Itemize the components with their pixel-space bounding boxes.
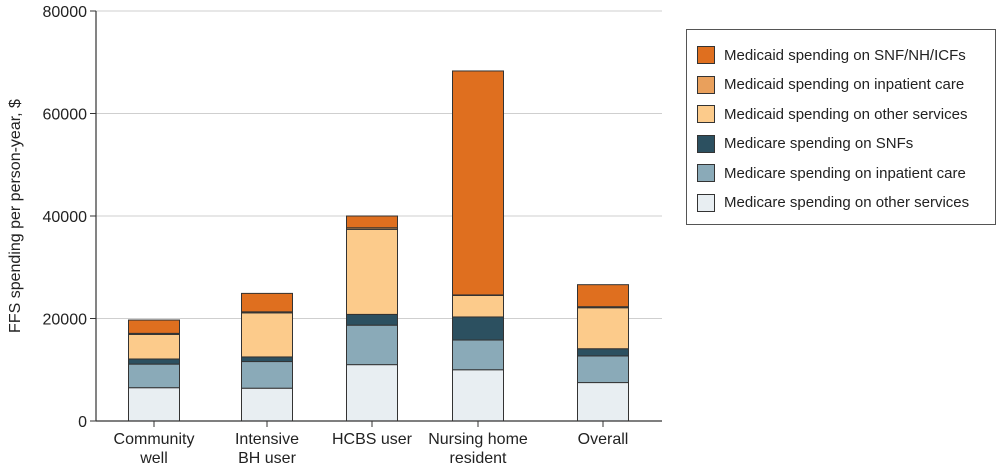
bar-segment [577, 307, 629, 350]
legend-swatch [697, 46, 715, 64]
legend-item: Medicare spending on inpatient care [697, 162, 966, 184]
tick-labels: 0 20000 40000 60000 80000 [43, 4, 88, 431]
category-label-line: HCBS user [332, 431, 413, 448]
bar-segment [241, 312, 293, 358]
category-label-line: Nursing home [428, 431, 528, 448]
legend-label: Medicaid spending on other services [724, 105, 968, 123]
bar-segment [452, 70, 504, 296]
category-label-line: Community [114, 431, 195, 448]
bar-segment [241, 361, 293, 389]
legend-label: Medicaid spending on SNF/NH/ICFs [724, 46, 966, 64]
legend-label: Medicare spending on SNFs [724, 135, 914, 152]
legend-label: Medicare spending on inpatient care [724, 164, 966, 182]
bar-segment [128, 363, 180, 389]
y-tick-label: 40000 [43, 209, 88, 226]
category-label-line: Intensive [235, 431, 299, 448]
bar-segment [128, 358, 180, 365]
legend-label: Medicaid spending on inpatient care [724, 76, 965, 93]
category-label-line: well [139, 450, 168, 467]
legend-swatch [697, 75, 715, 94]
bar-segment [346, 313, 398, 326]
legend-item: Medicaid spending on other services [697, 103, 967, 125]
category-label-line: resident [450, 450, 507, 467]
legend-swatch [697, 134, 715, 153]
y-tick-label: 0 [78, 414, 87, 431]
bar-segment [452, 316, 504, 341]
bar-segment [452, 339, 504, 371]
bar-segment [241, 292, 293, 313]
category-label-line: BH user [238, 450, 296, 467]
bar-segment [241, 356, 293, 363]
category-labels: Community well Intensive BH user HCBS user Nu… [114, 431, 629, 467]
legend: Medicaid spending on SNF/NH/ICFs Medicaid… [686, 29, 996, 225]
y-axis-label: FFS spending per person-year, $ [7, 99, 24, 333]
bar-segment [452, 369, 504, 422]
category-label: Overall [578, 431, 629, 448]
legend-item: Medicaid spending on inpatient care [697, 74, 964, 96]
category-label-line: Overall [578, 431, 629, 448]
legend-item: Medicaid spending on SNF/NH/ICFs [697, 44, 966, 66]
bar-segment [577, 382, 629, 422]
legend-item: Medicare spending on other services [697, 192, 969, 214]
bar-segment [346, 215, 398, 229]
bar-segment [452, 294, 504, 318]
legend-swatch [697, 105, 715, 123]
bar-segment [577, 348, 629, 357]
bar-segment [577, 355, 629, 384]
bar-segment [128, 333, 180, 360]
category-label: Community well [114, 431, 195, 467]
bar-segment [577, 284, 629, 308]
bar-segment [346, 364, 398, 422]
legend-item: Medicare spending on SNFs [697, 133, 913, 155]
category-label: HCBS user [332, 431, 413, 448]
bar-segment [346, 324, 398, 366]
bar-segment [346, 228, 398, 315]
bar-segment [241, 387, 293, 422]
legend-swatch [697, 193, 715, 212]
y-tick-label: 60000 [43, 107, 88, 124]
category-label: Intensive BH user [235, 431, 299, 467]
bar-segment [128, 319, 180, 334]
axes [90, 10, 662, 427]
bar-segment [128, 387, 180, 422]
legend-label: Medicare spending on other services [724, 194, 970, 211]
bars [128, 70, 629, 422]
y-tick-label: 80000 [43, 4, 88, 21]
category-label: Nursing home resident [428, 431, 528, 467]
y-tick-label: 20000 [43, 312, 88, 329]
legend-swatch [697, 164, 715, 182]
